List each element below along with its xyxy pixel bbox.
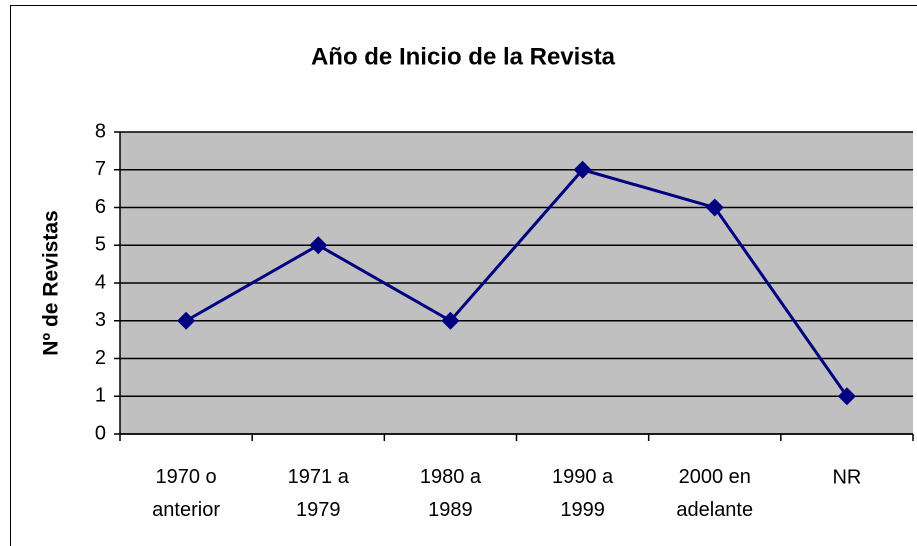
point: [177, 311, 196, 330]
x-tick-label: 1971 a 1979: [288, 466, 350, 521]
chart-title: Año de Inicio de la Revista: [311, 43, 616, 70]
y-tick-label: 0: [95, 422, 106, 444]
y-tick-label: 2: [95, 347, 106, 369]
x-tick-label: 1980 a 1989: [420, 466, 482, 521]
y-tick-label: 8: [95, 120, 106, 142]
x-tick-label: NR: [832, 466, 861, 488]
point: [309, 236, 328, 255]
y-axis-label: Nº de Revistas: [40, 210, 63, 355]
x-tick-label: 2000 en adelante: [676, 466, 753, 521]
x-tick-label: 1970 o anterior: [152, 466, 220, 521]
point: [573, 160, 592, 179]
y-tick-label: 6: [95, 196, 106, 218]
x-tick-label: 1990 a 1999: [552, 466, 614, 521]
y-tick-label: 5: [95, 234, 106, 256]
y-tick-label: 1: [95, 385, 106, 407]
y-tick-label: 4: [95, 271, 106, 293]
point: [705, 198, 724, 217]
y-tick-label: 3: [95, 309, 106, 331]
point: [441, 311, 460, 330]
y-tick-label: 7: [95, 158, 106, 180]
line: [185, 168, 849, 398]
point: [837, 387, 856, 406]
